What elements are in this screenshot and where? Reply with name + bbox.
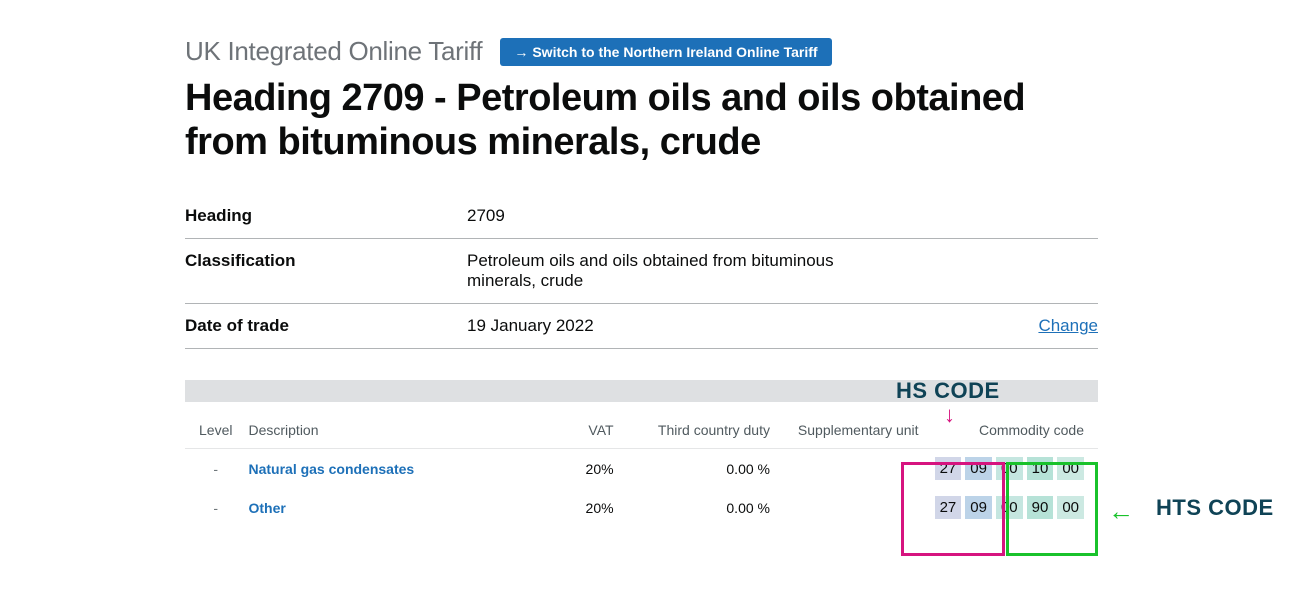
table-row: - Natural gas condensates 20% 0.00 % 27 … — [185, 449, 1098, 489]
commodity-table: Level Description VAT Third country duty… — [185, 402, 1098, 527]
cell-level: - — [185, 449, 240, 489]
cell-commodity-code: 27 09 00 90 00 — [927, 488, 1098, 527]
table-row: - Other 20% 0.00 % 27 09 00 90 00 — [185, 488, 1098, 527]
annotation-hts-label: HTS CODE — [1156, 495, 1274, 521]
cell-supplementary-unit — [778, 449, 927, 489]
code-segment: 00 — [996, 457, 1023, 480]
code-segment: 09 — [965, 457, 992, 480]
switch-tariff-button[interactable]: → Switch to the Northern Ireland Online … — [500, 38, 831, 66]
cell-third-country-duty: 0.00 % — [622, 488, 778, 527]
commodity-link[interactable]: Natural gas condensates — [248, 461, 414, 477]
cell-vat: 20% — [514, 449, 622, 489]
info-value: Petroleum oils and oils obtained from bi… — [467, 239, 897, 304]
code-segment: 27 — [935, 457, 962, 480]
commodity-link[interactable]: Other — [248, 500, 285, 516]
arrow-left-icon: ← — [1108, 498, 1134, 524]
cell-supplementary-unit — [778, 488, 927, 527]
cell-vat: 20% — [514, 488, 622, 527]
col-third-country-duty: Third country duty — [622, 402, 778, 449]
page-title: Heading 2709 - Petroleum oils and oils o… — [185, 77, 1098, 164]
info-value: 2709 — [467, 194, 897, 239]
info-label: Classification — [185, 239, 467, 304]
site-title: UK Integrated Online Tariff — [185, 36, 482, 67]
info-label: Date of trade — [185, 304, 467, 349]
cell-level: - — [185, 488, 240, 527]
info-value: 19 January 2022 — [467, 304, 897, 349]
code-segment: 90 — [1027, 496, 1054, 519]
col-description: Description — [240, 402, 514, 449]
col-vat: VAT — [514, 402, 622, 449]
code-segment: 10 — [1027, 457, 1054, 480]
col-level: Level — [185, 402, 240, 449]
switch-tariff-label: Switch to the Northern Ireland Online Ta… — [532, 44, 817, 60]
arrow-down-icon: ↓ — [944, 404, 955, 426]
info-row-date-of-trade: Date of trade 19 January 2022 Change — [185, 304, 1098, 349]
info-row-classification: Classification Petroleum oils and oils o… — [185, 239, 1098, 304]
cell-commodity-code: 27 09 00 10 00 — [927, 449, 1098, 489]
heading-info-table: Heading 2709 Classification Petroleum oi… — [185, 194, 1098, 349]
code-segment: 00 — [996, 496, 1023, 519]
cell-third-country-duty: 0.00 % — [622, 449, 778, 489]
annotation-hs-label: HS CODE — [896, 378, 1000, 404]
code-segment: 09 — [965, 496, 992, 519]
code-segment: 27 — [935, 496, 962, 519]
info-row-heading: Heading 2709 — [185, 194, 1098, 239]
code-segment: 00 — [1057, 457, 1084, 480]
change-date-link[interactable]: Change — [1038, 316, 1098, 335]
info-label: Heading — [185, 194, 467, 239]
arrow-right-icon: → — [514, 44, 528, 60]
col-supplementary-unit: Supplementary unit — [778, 402, 927, 449]
code-segment: 00 — [1057, 496, 1084, 519]
